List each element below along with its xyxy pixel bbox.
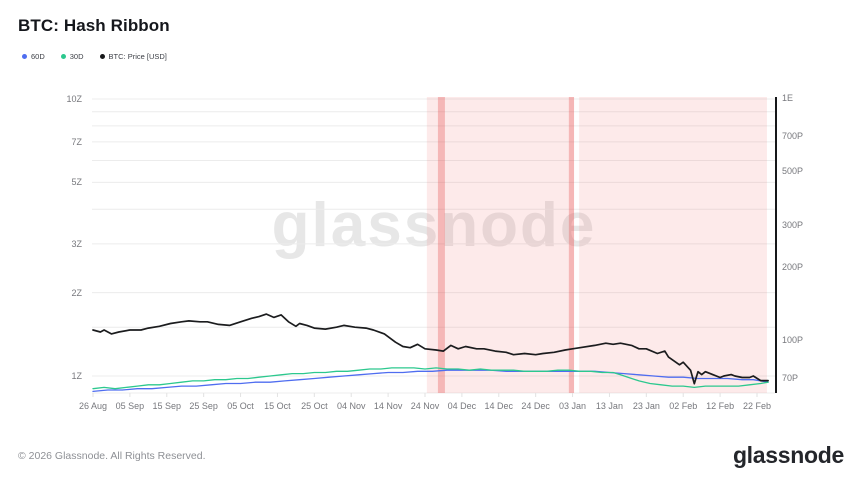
right-axis: 1E 700P 500P 300P 200P 100P 70P	[782, 0, 852, 400]
x-axis-tick-label: 05 Oct	[227, 401, 254, 411]
page-title: BTC: Hash Ribbon	[18, 16, 170, 35]
left-axis-tick-label: 3Z	[71, 238, 82, 249]
x-axis-tick-label: 14 Nov	[373, 401, 403, 411]
signal-region-span	[426, 97, 575, 393]
legend-item-btc-price[interactable]: BTC: Price [USD]	[99, 52, 167, 61]
chart-svg[interactable]	[92, 97, 776, 398]
legend-item-30d[interactable]: 30D	[60, 52, 84, 61]
x-axis-tick-label: 24 Nov	[410, 401, 440, 411]
x-axis-tick-label: 24 Dec	[521, 401, 550, 411]
x-axis-tick-label: 23 Jan	[632, 401, 660, 411]
right-axis-line	[775, 97, 777, 393]
x-axis-tick-label: 22 Feb	[742, 401, 772, 411]
signal-region-span	[579, 97, 767, 393]
x-axis-tick-label: 04 Dec	[447, 401, 477, 411]
x-axis-tick-label: 14 Dec	[484, 401, 514, 411]
chart-legend: 60D 30D BTC: Price [USD]	[22, 52, 167, 61]
right-axis-tick-label: 300P	[782, 219, 804, 230]
left-axis-tick-label: 10Z	[66, 94, 82, 105]
right-axis-tick-label: 700P	[782, 130, 804, 141]
x-axis-tick-label: 15 Sep	[152, 401, 182, 411]
right-axis-tick-label: 1E	[782, 93, 794, 104]
legend-label: 60D	[31, 52, 45, 61]
legend-item-60d[interactable]: 60D	[22, 52, 45, 61]
series-line-btc-price-usd-[interactable]	[92, 313, 769, 385]
legend-dot-30d	[60, 54, 66, 59]
left-axis-tick-label: 1Z	[71, 371, 82, 382]
left-axis-tick-label: 7Z	[71, 136, 82, 147]
signal-region-band	[568, 97, 575, 393]
x-axis-tick-label: 05 Sep	[115, 401, 145, 411]
glassnode-logo: glassnode	[732, 442, 844, 468]
series-line-30d[interactable]	[92, 367, 769, 390]
left-axis-tick-label: 2Z	[71, 287, 82, 298]
series-line-60d[interactable]	[92, 369, 769, 393]
x-axis-tick-label: 25 Oct	[301, 401, 328, 411]
left-axis: 10Z 7Z 5Z 3Z 2Z 1Z	[0, 0, 82, 400]
signal-region-band	[437, 97, 445, 393]
plot-area[interactable]: glassnode	[92, 97, 778, 398]
x-axis-tick-label: 26 Aug	[78, 401, 108, 411]
legend-dot-60d	[22, 54, 27, 59]
legend-label: 30D	[69, 52, 84, 61]
legend-label: BTC: Price [USD]	[108, 52, 167, 61]
right-axis-tick-label: 100P	[782, 335, 804, 346]
x-axis-tick-label: 04 Nov	[336, 401, 366, 411]
x-axis-tick-label: 13 Jan	[595, 401, 623, 411]
right-axis-tick-label: 500P	[782, 165, 804, 176]
x-axis-tick-label: 02 Feb	[669, 401, 698, 411]
x-axis-tick-label: 03 Jan	[559, 401, 587, 411]
x-axis-tick-label: 12 Feb	[706, 401, 735, 411]
copyright-text: © 2026 Glassnode. All Rights Reserved.	[18, 450, 206, 462]
x-axis-tick-label: 15 Oct	[264, 401, 291, 411]
left-axis-tick-label: 5Z	[71, 177, 82, 188]
x-axis: 26 Aug 05 Sep 15 Sep 25 Sep 05 Oct 15 Oct 25 O…	[78, 401, 772, 411]
right-axis-tick-label: 200P	[782, 262, 804, 273]
x-axis-tick-label: 25 Sep	[189, 401, 218, 411]
legend-dot-btc-price	[99, 54, 105, 59]
right-axis-tick-label: 70P	[782, 372, 799, 383]
